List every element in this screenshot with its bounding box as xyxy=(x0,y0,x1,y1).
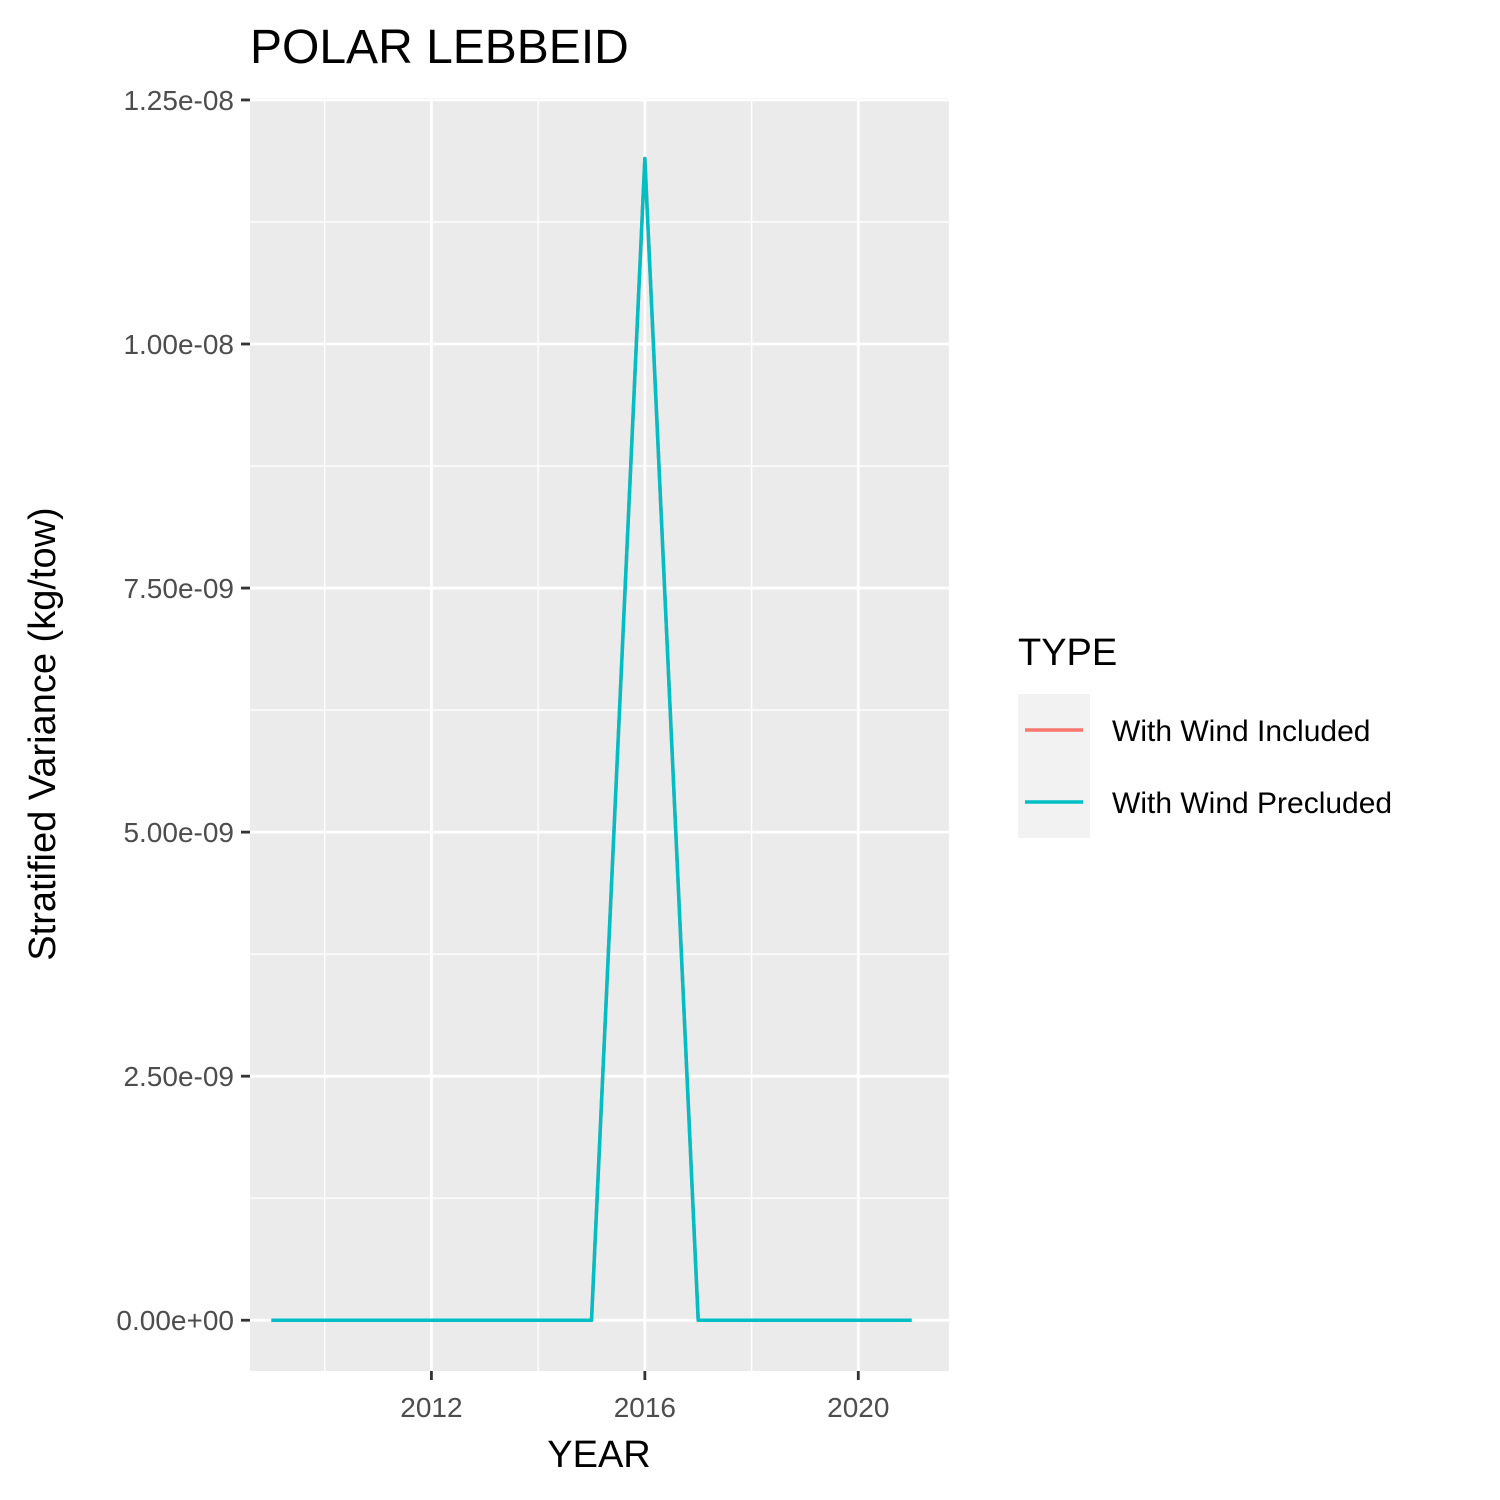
y-axis: 0.00e+00 2.50e-09 5.00e-09 7.50e-09 1.00e-08… xyxy=(116,85,250,1336)
y-tick-label: 1.25e-08 xyxy=(123,85,234,116)
legend-label-with-wind-precluded: With Wind Precluded xyxy=(1112,787,1392,820)
y-tick-label: 7.50e-09 xyxy=(123,573,234,604)
series-line-1 xyxy=(271,156,912,1322)
x-tick-label: 2020 xyxy=(827,1392,889,1423)
y-axis-title: Stratified Variance (kg/tow) xyxy=(22,507,64,960)
x-tick-label: 2012 xyxy=(400,1392,462,1423)
x-tick-label: 2016 xyxy=(614,1392,676,1423)
chart-title: POLAR LEBBEID xyxy=(250,21,629,74)
x-axis-title: YEAR xyxy=(547,1434,650,1476)
minor-gridlines xyxy=(250,98,949,1371)
legend-key-background xyxy=(1018,694,1090,838)
legend-title: TYPE xyxy=(1018,632,1117,674)
y-tick-label: 5.00e-09 xyxy=(123,817,234,848)
y-tick-label: 2.50e-09 xyxy=(123,1061,234,1092)
legend: TYPE With Wind Included With Wind Preclu… xyxy=(1018,632,1392,838)
y-tick-label: 1.00e-08 xyxy=(123,329,234,360)
series-lines xyxy=(271,156,912,1322)
y-tick-label: 0.00e+00 xyxy=(116,1305,234,1336)
x-axis: 2012 2016 2020 xyxy=(400,1371,889,1423)
legend-label-with-wind-included: With Wind Included xyxy=(1112,715,1370,748)
